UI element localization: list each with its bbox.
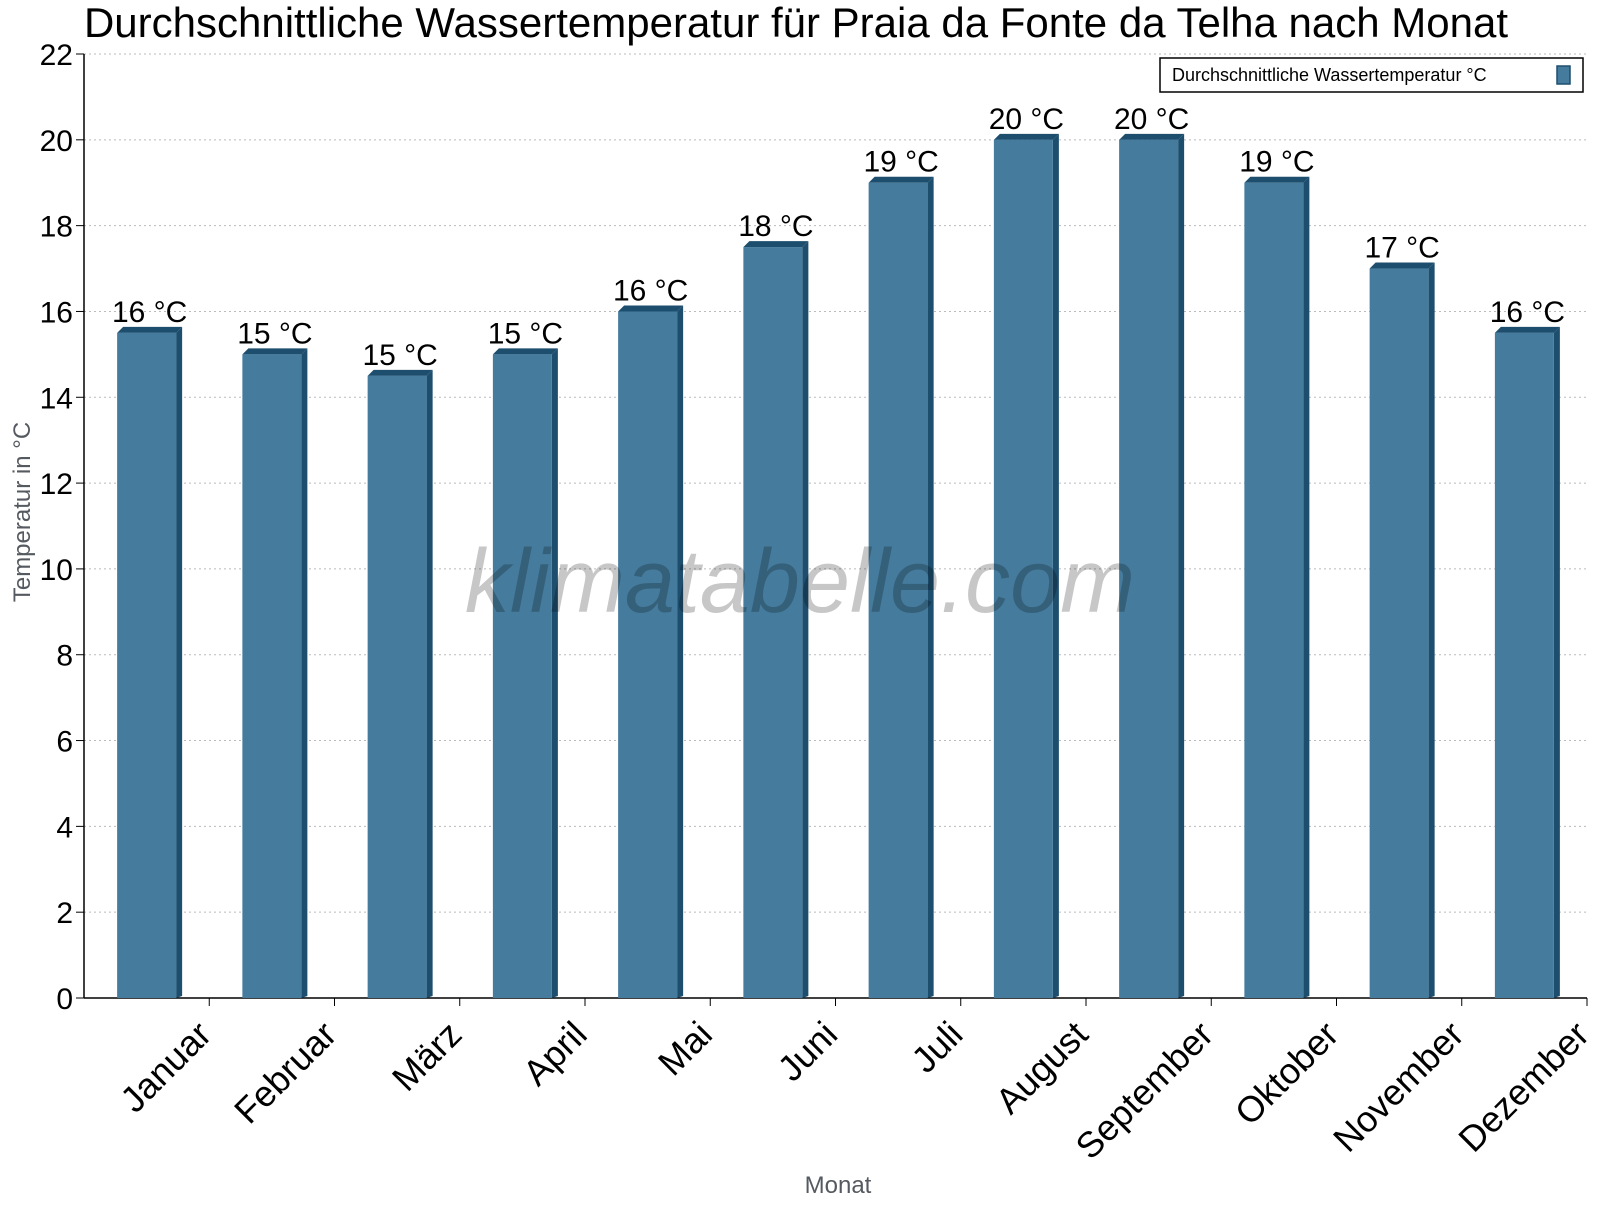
bar-front (868, 182, 928, 998)
bar-front (492, 354, 552, 998)
bar-juni[interactable] (743, 241, 809, 998)
bar-front (117, 332, 177, 999)
bar-front (367, 375, 427, 998)
x-tick-label: Oktober (1227, 1013, 1347, 1133)
data-label: 19 °C (1239, 146, 1314, 179)
bar-front (1244, 182, 1304, 998)
data-label: 18 °C (738, 210, 813, 243)
y-tick-label: 0 (56, 983, 73, 1016)
x-tick-label: September (1067, 1013, 1221, 1167)
gridlines (84, 53, 1587, 913)
bar-januar[interactable] (117, 326, 183, 999)
bar-side (1303, 176, 1310, 998)
data-label: 19 °C (863, 146, 938, 179)
bar-side (176, 326, 183, 999)
bar-top (1494, 326, 1560, 333)
x-tick-label: Januar (112, 1013, 219, 1120)
x-tick-label: Juli (903, 1013, 970, 1080)
bar-front (743, 247, 803, 998)
y-tick-label: 6 (56, 726, 73, 759)
data-label: 15 °C (488, 317, 563, 350)
legend-label: Durchschnittliche Wassertemperatur °C (1172, 65, 1487, 85)
bar-side (802, 241, 809, 998)
bar-front (242, 354, 302, 998)
bar-front (1494, 332, 1554, 999)
y-tick-label: 22 (40, 39, 73, 72)
bar-side (1052, 133, 1059, 998)
bar-top (1244, 176, 1310, 183)
bar-dezember[interactable] (1494, 326, 1560, 999)
y-tick-label: 2 (56, 897, 73, 930)
data-labels: 16 °C 15 °C 15 °C 15 °C 16 °C 18 °C 19 °C 20 °C… (112, 103, 1565, 372)
y-tick-label: 8 (56, 640, 73, 673)
data-label: 16 °C (1490, 296, 1565, 329)
bar-top (367, 369, 433, 376)
y-tick-label: 12 (40, 468, 73, 501)
y-tick-label: 20 (40, 125, 73, 158)
bar-side (927, 176, 934, 998)
bar-november[interactable] (1369, 262, 1435, 999)
data-label: 16 °C (112, 296, 187, 329)
bars (117, 133, 1560, 999)
bar-front (1119, 139, 1179, 998)
x-tick-label: Februar (226, 1013, 344, 1131)
bar-top (618, 305, 684, 312)
y-tick-label: 16 (40, 296, 73, 329)
bar-side (551, 348, 558, 998)
x-tick-label: August (987, 1013, 1095, 1121)
x-tick-label: Mai (650, 1013, 720, 1083)
legend-swatch (1556, 65, 1571, 85)
x-tick-label: Juni (770, 1013, 846, 1089)
x-tick-label: März (384, 1013, 470, 1099)
bar-mai[interactable] (618, 305, 684, 998)
bar-front (618, 311, 678, 998)
bar-april[interactable] (492, 348, 558, 998)
bar-oktober[interactable] (1244, 176, 1310, 998)
bar-top (492, 348, 558, 355)
bar-top (743, 241, 809, 248)
data-label: 20 °C (989, 103, 1064, 136)
data-label: 17 °C (1364, 232, 1439, 265)
legend[interactable]: Durchschnittliche Wassertemperatur °C (1159, 57, 1584, 93)
data-label: 16 °C (613, 274, 688, 307)
x-tick-label: April (515, 1013, 595, 1093)
bar-side (301, 348, 308, 998)
y-tick-label: 18 (40, 211, 73, 244)
bar-top (242, 348, 308, 355)
data-label: 15 °C (362, 339, 437, 372)
bar-top (1369, 262, 1435, 269)
bar-side (426, 369, 433, 998)
bar-side (1428, 262, 1435, 999)
data-label: 15 °C (237, 317, 312, 350)
x-tick-label: Dezember (1450, 1013, 1596, 1159)
bar-front (1369, 268, 1429, 999)
bar-august[interactable] (993, 133, 1059, 998)
bar-side (677, 305, 684, 998)
x-tick-label: November (1325, 1013, 1471, 1159)
bar-top (1119, 133, 1185, 140)
legend-box (1159, 57, 1584, 93)
y-tick-label: 14 (40, 382, 73, 415)
bar-juli[interactable] (868, 176, 934, 998)
bar-top (868, 176, 934, 183)
y-axis-title: Temperatur in °C (9, 422, 36, 602)
data-label: 20 °C (1114, 103, 1189, 136)
bar-top (993, 133, 1059, 140)
bar-märz[interactable] (367, 369, 433, 998)
watermark: klimatabelle.com (465, 532, 1135, 632)
bar-top (117, 326, 183, 333)
bar-side (1178, 133, 1185, 998)
y-tick-label: 10 (40, 554, 73, 587)
bar-februar[interactable] (242, 348, 308, 998)
bar-september[interactable] (1119, 133, 1185, 998)
x-axis-title: Monat (805, 1172, 872, 1199)
bar-front (993, 139, 1053, 998)
y-tick-label: 4 (56, 811, 73, 844)
chart-title: Durchschnittliche Wassertemperatur für P… (84, 0, 1508, 46)
bar-side (1553, 326, 1560, 999)
